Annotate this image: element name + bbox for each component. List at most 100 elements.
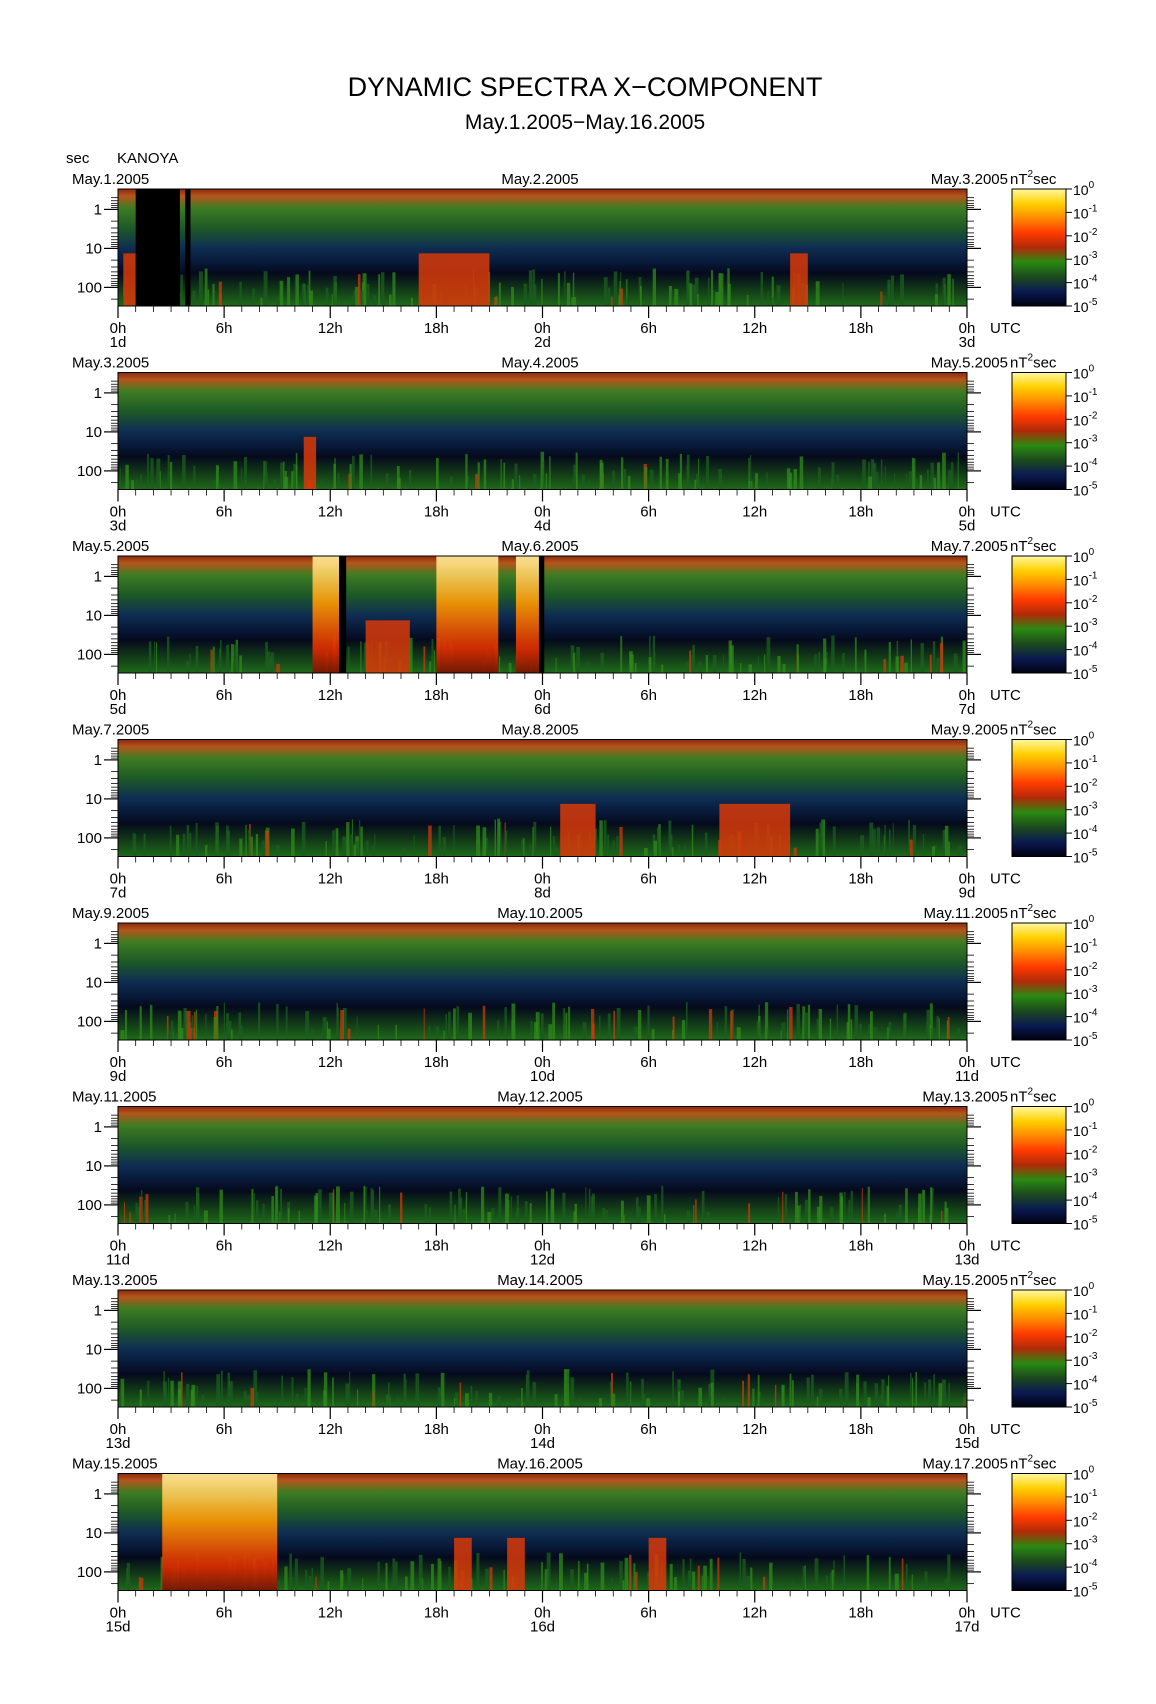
activity-streak bbox=[612, 840, 615, 857]
activity-streak bbox=[757, 656, 759, 673]
activity-streak bbox=[697, 294, 699, 306]
day-label: 14d bbox=[530, 1435, 555, 1452]
activity-streak bbox=[876, 471, 879, 490]
activity-streak bbox=[311, 1567, 313, 1591]
activity-streak bbox=[872, 828, 876, 857]
activity-streak bbox=[301, 821, 306, 857]
activity-streak bbox=[325, 287, 329, 306]
activity-streak bbox=[579, 1398, 583, 1407]
activity-streak bbox=[796, 653, 798, 673]
colorbar-tick-label: 100 bbox=[1073, 914, 1095, 932]
activity-streak bbox=[637, 1010, 642, 1040]
activity-streak bbox=[342, 1008, 347, 1040]
activity-streak bbox=[563, 1008, 565, 1040]
activity-streak bbox=[410, 297, 413, 306]
activity-streak bbox=[511, 1003, 516, 1040]
day-label: 10d bbox=[530, 1068, 555, 1085]
x-unit-label: UTC bbox=[990, 871, 1021, 888]
activity-streak bbox=[574, 1203, 577, 1224]
activity-streak bbox=[148, 641, 152, 673]
x-tick-label: 0h bbox=[110, 1421, 127, 1438]
date-left: May.11.2005 bbox=[72, 1089, 157, 1106]
activity-streak bbox=[149, 1004, 153, 1040]
x-tick-label: 6h bbox=[640, 687, 657, 704]
activity-streak bbox=[497, 818, 501, 857]
activity-streak bbox=[661, 664, 664, 673]
activity-streak bbox=[566, 282, 571, 306]
activity-streak bbox=[392, 272, 396, 306]
x-tick-label: 18h bbox=[424, 320, 449, 337]
activity-streak bbox=[651, 1029, 655, 1040]
activity-streak bbox=[952, 278, 954, 306]
activity-streak bbox=[271, 1196, 274, 1224]
activity-streak bbox=[514, 463, 518, 490]
activity-streak bbox=[193, 465, 196, 490]
activity-streak bbox=[372, 1390, 375, 1407]
x-tick-label: 18h bbox=[424, 1238, 449, 1255]
colorbar-tick-label: 10-1 bbox=[1073, 1488, 1098, 1506]
activity-streak bbox=[588, 1188, 591, 1224]
activity-streak bbox=[718, 469, 722, 490]
activity-streak bbox=[241, 468, 243, 490]
activity-streak bbox=[328, 1192, 333, 1224]
activity-streak bbox=[692, 284, 696, 306]
activity-streak bbox=[896, 640, 898, 673]
activity-streak bbox=[781, 1022, 786, 1040]
activity-streak bbox=[550, 1188, 555, 1224]
activity-streak bbox=[637, 1207, 641, 1224]
activity-streak bbox=[160, 1557, 164, 1591]
activity-streak bbox=[869, 822, 874, 857]
activity-streak bbox=[335, 828, 339, 857]
activity-streak bbox=[215, 465, 219, 490]
activity-streak bbox=[867, 1397, 871, 1407]
activity-streak bbox=[264, 830, 269, 857]
activity-streak bbox=[825, 1575, 828, 1591]
activity-streak bbox=[210, 649, 213, 673]
activity-streak bbox=[277, 1580, 281, 1591]
activity-streak bbox=[366, 284, 370, 306]
x-tick-label: 18h bbox=[848, 320, 873, 337]
colorbar-tick-label: 10-3 bbox=[1073, 1535, 1098, 1553]
x-tick-label: 0h bbox=[110, 320, 127, 337]
activity-streak bbox=[706, 1212, 710, 1224]
activity-streak bbox=[568, 1006, 571, 1040]
activity-streak bbox=[542, 461, 545, 490]
activity-streak bbox=[488, 1392, 493, 1407]
activity-streak bbox=[167, 1377, 170, 1407]
activity-streak bbox=[818, 467, 821, 490]
colorbar-tick-label: 10-3 bbox=[1073, 1351, 1098, 1369]
activity-streak bbox=[229, 1381, 233, 1407]
activity-streak bbox=[843, 1555, 846, 1591]
activity-streak bbox=[842, 283, 844, 306]
activity-streak bbox=[653, 653, 656, 673]
activity-streak bbox=[678, 1391, 681, 1407]
activity-streak bbox=[804, 1565, 806, 1591]
date-mid: May.6.2005 bbox=[501, 538, 578, 555]
activity-streak bbox=[147, 454, 149, 490]
activity-streak bbox=[481, 1186, 485, 1224]
activity-streak bbox=[766, 472, 768, 490]
activity-streak bbox=[260, 297, 263, 306]
activity-streak bbox=[521, 839, 525, 857]
activity-streak bbox=[874, 1383, 879, 1407]
activity-streak bbox=[269, 656, 273, 673]
activity-streak bbox=[572, 477, 574, 490]
activity-streak bbox=[362, 290, 364, 306]
activity-streak bbox=[887, 284, 891, 306]
activity-streak bbox=[613, 1011, 616, 1040]
date-right: May.17.2005 bbox=[922, 1456, 1008, 1473]
activity-streak bbox=[811, 1374, 814, 1407]
activity-streak bbox=[194, 1011, 196, 1040]
colorbar-tick-label: 10-3 bbox=[1073, 250, 1098, 268]
colorbar-tick-label: 10-5 bbox=[1073, 848, 1098, 866]
elevated-power-event bbox=[719, 803, 791, 857]
activity-streak bbox=[515, 1212, 519, 1224]
day-label: 11d bbox=[106, 1252, 130, 1269]
day-label: 1d bbox=[110, 334, 127, 351]
activity-streak bbox=[748, 1203, 751, 1224]
activity-streak bbox=[669, 834, 673, 857]
activity-streak bbox=[465, 1192, 467, 1224]
activity-streak bbox=[882, 295, 886, 306]
data-gap bbox=[538, 556, 545, 673]
activity-streak bbox=[836, 474, 840, 490]
